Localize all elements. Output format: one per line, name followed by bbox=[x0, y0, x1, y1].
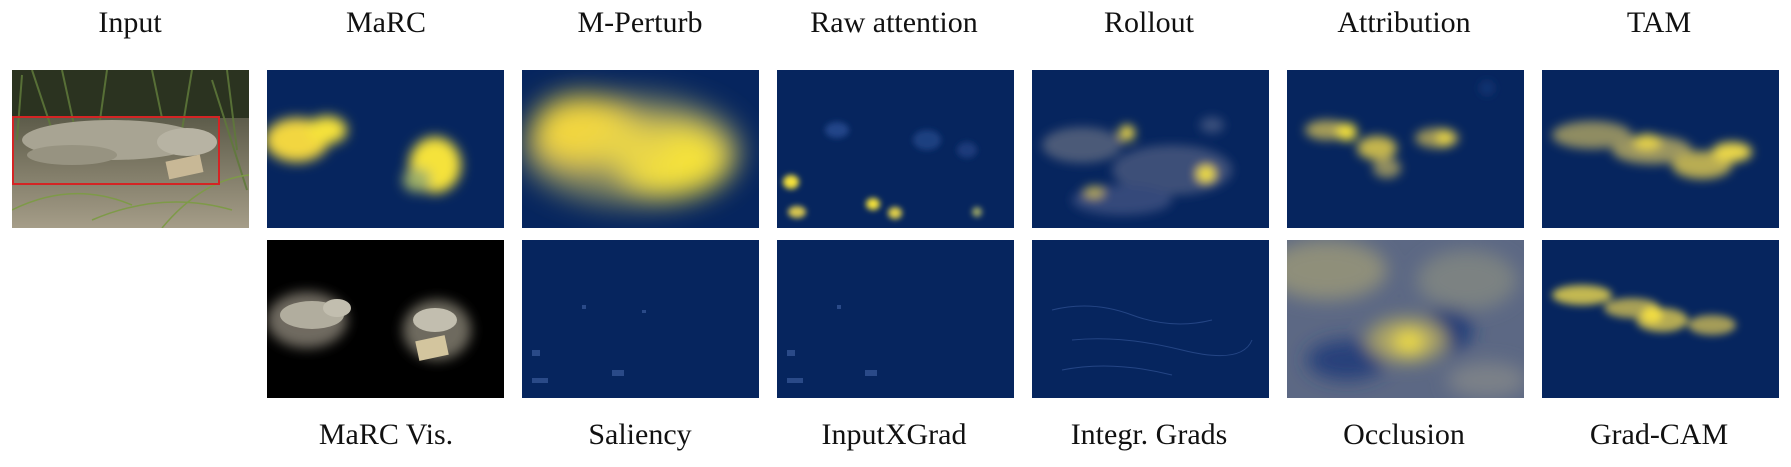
inputxgrad-heatmap bbox=[777, 240, 1014, 398]
label-occlusion: Occlusion bbox=[1343, 418, 1465, 451]
raw-attention-heatmap bbox=[777, 70, 1014, 228]
marc-vis-image bbox=[267, 240, 504, 398]
label-m-perturb: M-Perturb bbox=[577, 6, 703, 39]
label-grad-cam: Grad-CAM bbox=[1589, 418, 1729, 451]
grad-cam-heatmap bbox=[1542, 240, 1779, 398]
occlusion-heatmap bbox=[1287, 240, 1524, 398]
label-saliency: Saliency bbox=[588, 418, 692, 451]
integrated-gradients-heatmap bbox=[1032, 240, 1269, 398]
label-marc: MaRC bbox=[345, 6, 427, 39]
label-inputxgrad: InputXGrad bbox=[821, 418, 967, 451]
m-perturb-heatmap bbox=[522, 70, 759, 228]
tam-heatmap bbox=[1542, 70, 1779, 228]
attribution-heatmap bbox=[1287, 70, 1524, 228]
label-marc-vis: MaRC Vis. bbox=[318, 418, 454, 451]
label-integrated-gradients: Integr. Grads bbox=[1070, 418, 1228, 451]
label-raw-attention: Raw attention bbox=[810, 6, 978, 39]
bounding-box bbox=[12, 116, 220, 185]
marc-heatmap bbox=[267, 70, 504, 228]
label-rollout: Rollout bbox=[1103, 6, 1195, 39]
label-tam: TAM bbox=[1626, 6, 1692, 39]
input-image bbox=[12, 70, 249, 228]
rollout-heatmap bbox=[1032, 70, 1269, 228]
label-input: Input bbox=[98, 6, 162, 39]
saliency-heatmap bbox=[522, 240, 759, 398]
label-attribution: Attribution bbox=[1337, 6, 1471, 39]
